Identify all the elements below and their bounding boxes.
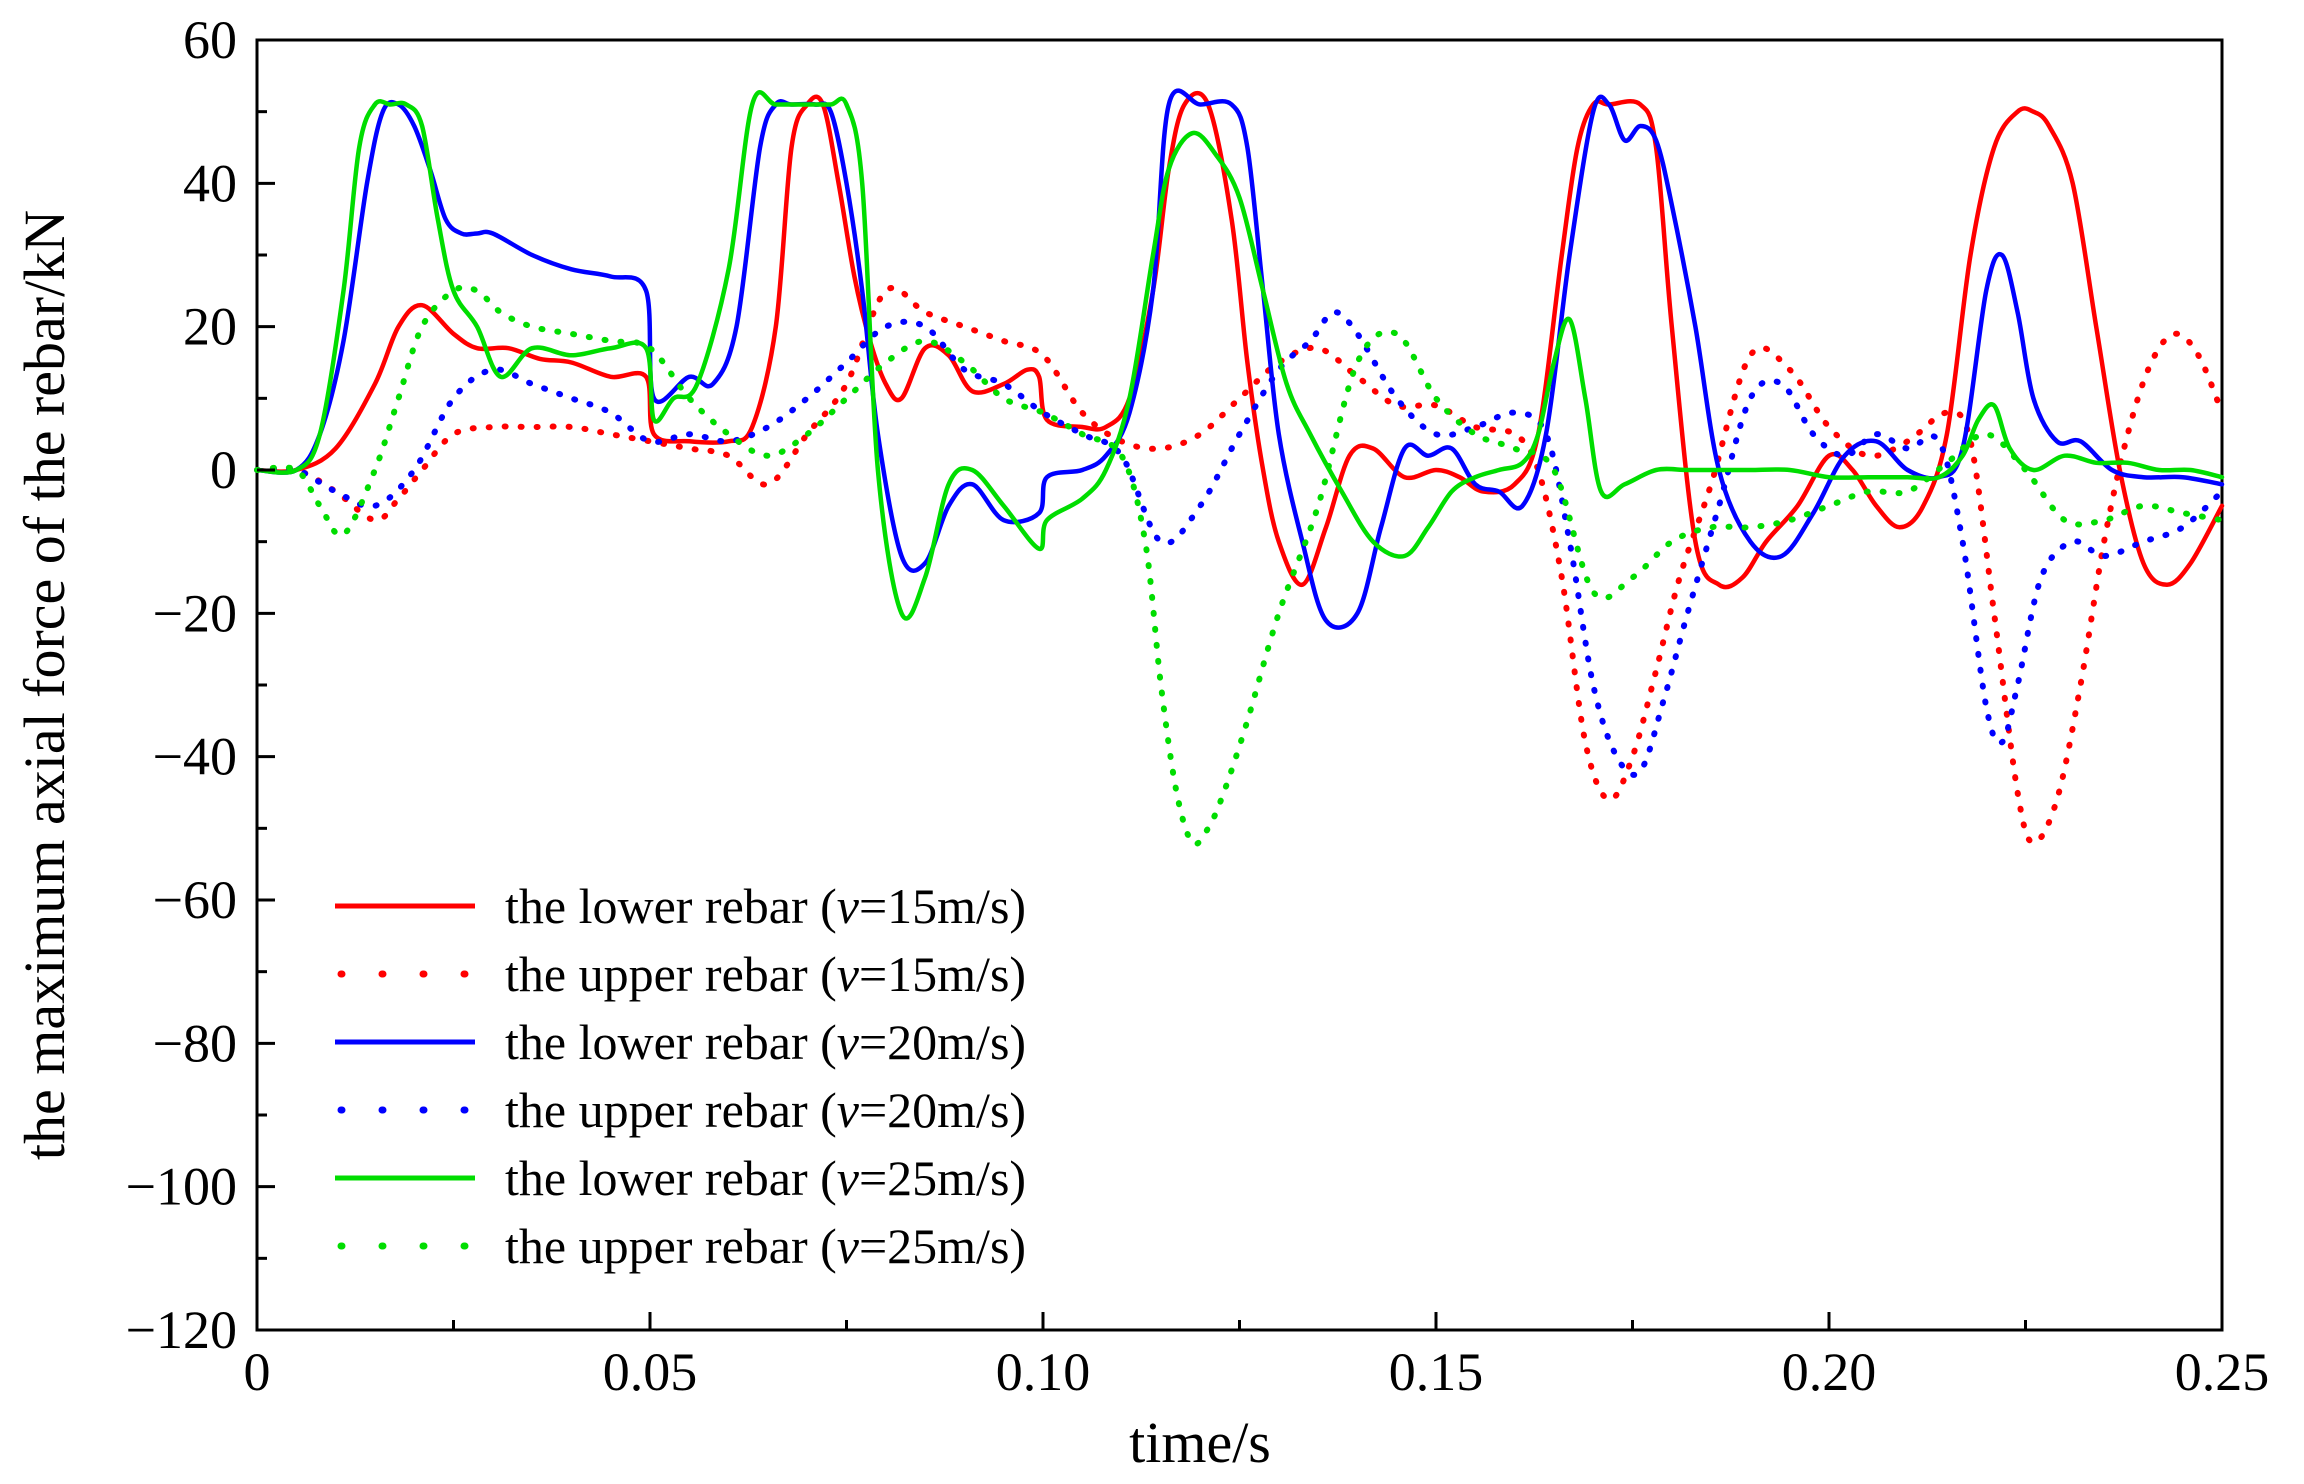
series-layer	[254, 88, 2225, 848]
y-tick-label: −40	[153, 727, 237, 787]
y-tick-label: 0	[210, 440, 237, 500]
x-axis: 0 0.05 0.10 0.15 0.20 0.25	[244, 1312, 2270, 1402]
legend-label-1: the lower rebar (v=15m/s)	[505, 878, 1026, 934]
x-tick-label: 0.15	[1389, 1342, 1484, 1402]
x-axis-title: time/s	[1129, 1410, 1271, 1475]
y-axis: 60 40 20 0 −20 −40 −60 −80 −100 −120	[126, 10, 275, 1360]
y-tick-label: −60	[153, 870, 237, 930]
y-tick-label: −100	[126, 1157, 237, 1217]
legend-label-6: the upper rebar (v=25m/s)	[505, 1218, 1026, 1274]
y-tick-label: 40	[183, 153, 237, 213]
x-tick-label: 0	[244, 1342, 271, 1402]
legend-label-4: the upper rebar (v=20m/s)	[505, 1082, 1026, 1138]
legend: the lower rebar (v=15m/s) the upper rebar…	[335, 878, 1026, 1274]
series-line-5	[254, 90, 2225, 621]
x-tick-label: 0.25	[2175, 1342, 2270, 1402]
legend-label-3: the lower rebar (v=20m/s)	[505, 1014, 1026, 1070]
y-tick-label: −80	[153, 1013, 237, 1073]
series-line-2	[254, 285, 2225, 846]
series-line-1	[254, 91, 2225, 590]
y-axis-title: the maximum axial force of the rebar/kN	[12, 210, 77, 1160]
series-line-3	[254, 88, 2225, 630]
legend-label-5: the lower rebar (v=25m/s)	[505, 1150, 1026, 1206]
x-tick-label: 0.05	[603, 1342, 698, 1402]
x-tick-label: 0.10	[996, 1342, 1091, 1402]
legend-label-2: the upper rebar (v=15m/s)	[505, 946, 1026, 1002]
y-tick-label: −20	[153, 583, 237, 643]
y-tick-label: 60	[183, 10, 237, 70]
series-line-6	[254, 284, 2225, 848]
y-tick-label: 20	[183, 297, 237, 357]
y-tick-label: −120	[126, 1300, 237, 1360]
series-line-4	[254, 309, 2225, 778]
x-tick-label: 0.20	[1782, 1342, 1877, 1402]
